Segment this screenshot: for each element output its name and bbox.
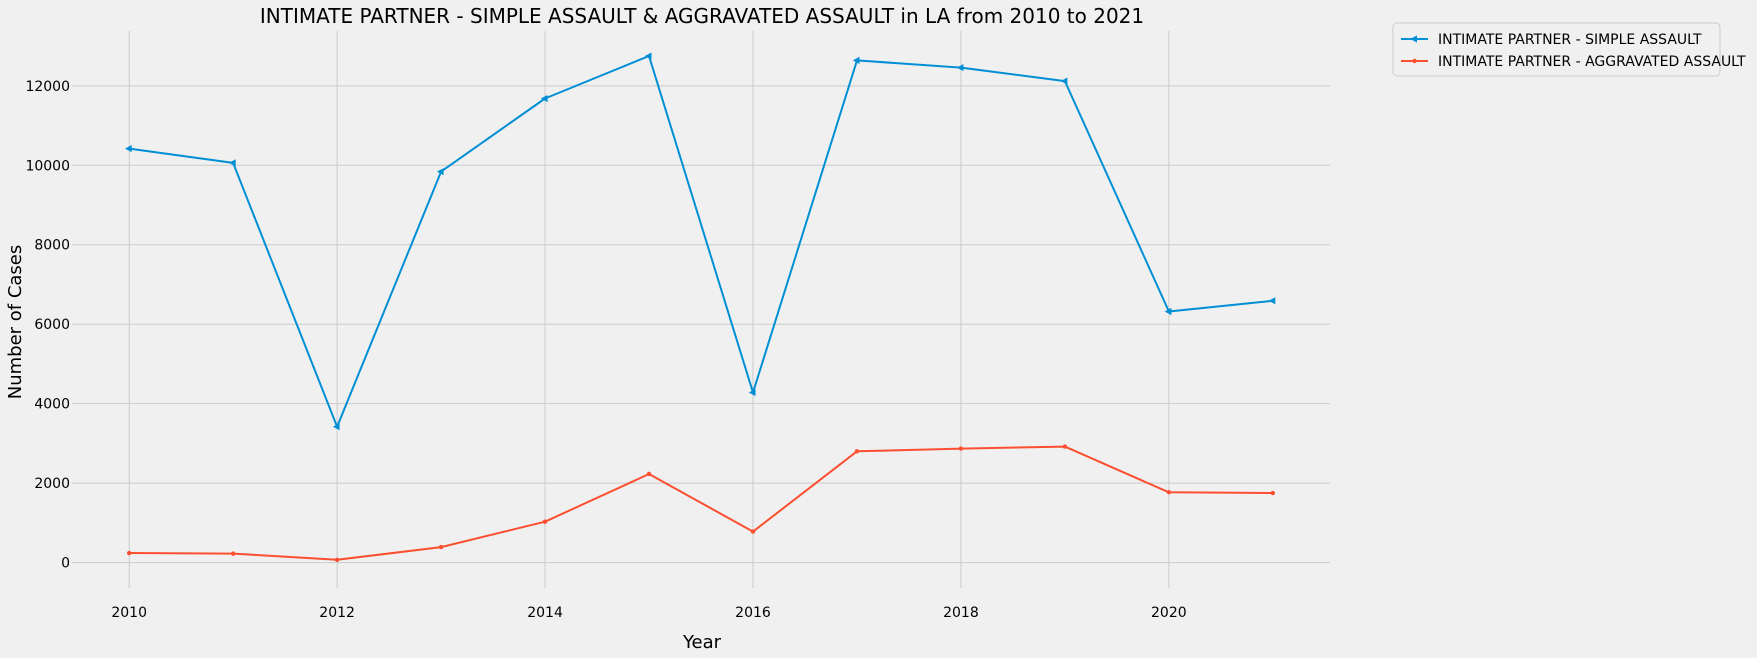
data-point: [228, 159, 236, 167]
axes: 2010 2012 2014 2016 2018 2020 0 2000 4000 6000 800…: [25, 79, 1186, 621]
data-point: [1270, 490, 1276, 496]
legend-item-2: INTIMATE PARTNER - AGGRAVATED ASSAULT: [1401, 54, 1746, 70]
data-point: [332, 423, 340, 431]
data-point: [644, 52, 652, 60]
data-point: [1166, 490, 1172, 495]
x-tick-label: 2016: [735, 605, 771, 621]
data-point: [646, 471, 652, 477]
legend-label: INTIMATE PARTNER - SIMPLE ASSAULT: [1438, 32, 1702, 48]
series-layer: [125, 52, 1276, 562]
data-point: [540, 95, 548, 103]
x-tick-label: 2012: [319, 605, 355, 621]
series-line: [129, 55, 1273, 428]
legend: INTIMATE PARTNER - SIMPLE ASSAULT INTIMAT…: [1392, 22, 1746, 77]
x-axis-title: Year: [682, 632, 722, 653]
data-point: [1268, 297, 1276, 305]
y-axis-title: Number of Cases: [5, 245, 26, 400]
y-tick-label: 0: [61, 556, 70, 572]
series-line: [129, 445, 1273, 561]
y-tick-label: 2000: [34, 476, 70, 492]
data-point: [750, 529, 756, 534]
y-tick-label: 6000: [34, 317, 70, 333]
data-point: [334, 557, 340, 562]
data-point: [438, 544, 444, 550]
legend-label: INTIMATE PARTNER - AGGRAVATED ASSAULT: [1438, 54, 1746, 70]
y-tick-label: 4000: [34, 397, 70, 413]
legend-item-1: INTIMATE PARTNER - SIMPLE ASSAULT: [1401, 32, 1702, 48]
data-point: [230, 551, 236, 556]
y-tick-label: 10000: [25, 158, 70, 174]
data-point: [1060, 77, 1068, 85]
x-tick-label: 2014: [527, 605, 563, 621]
data-point: [852, 56, 860, 64]
legend-box: [1392, 22, 1721, 77]
x-tick-label: 2020: [1151, 605, 1187, 621]
data-point: [125, 145, 132, 153]
chart-title: INTIMATE PARTNER - SIMPLE ASSAULT & AGGR…: [260, 4, 1144, 28]
legend-marker: [1410, 35, 1417, 43]
y-tick-label: 8000: [34, 238, 70, 254]
data-point: [854, 449, 860, 454]
x-tick-label: 2018: [943, 605, 979, 621]
data-point: [542, 519, 548, 524]
data-point: [956, 64, 964, 72]
data-point: [1062, 444, 1068, 449]
data-point: [126, 550, 132, 556]
data-point: [1164, 307, 1172, 316]
y-tick-label: 12000: [25, 79, 70, 95]
data-point: [748, 389, 756, 397]
data-point: [436, 168, 444, 176]
series-1: [125, 52, 1276, 431]
x-tick-label: 2010: [111, 605, 147, 621]
data-point: [958, 446, 964, 451]
series-2: [126, 444, 1276, 562]
legend-marker: [1412, 58, 1417, 64]
